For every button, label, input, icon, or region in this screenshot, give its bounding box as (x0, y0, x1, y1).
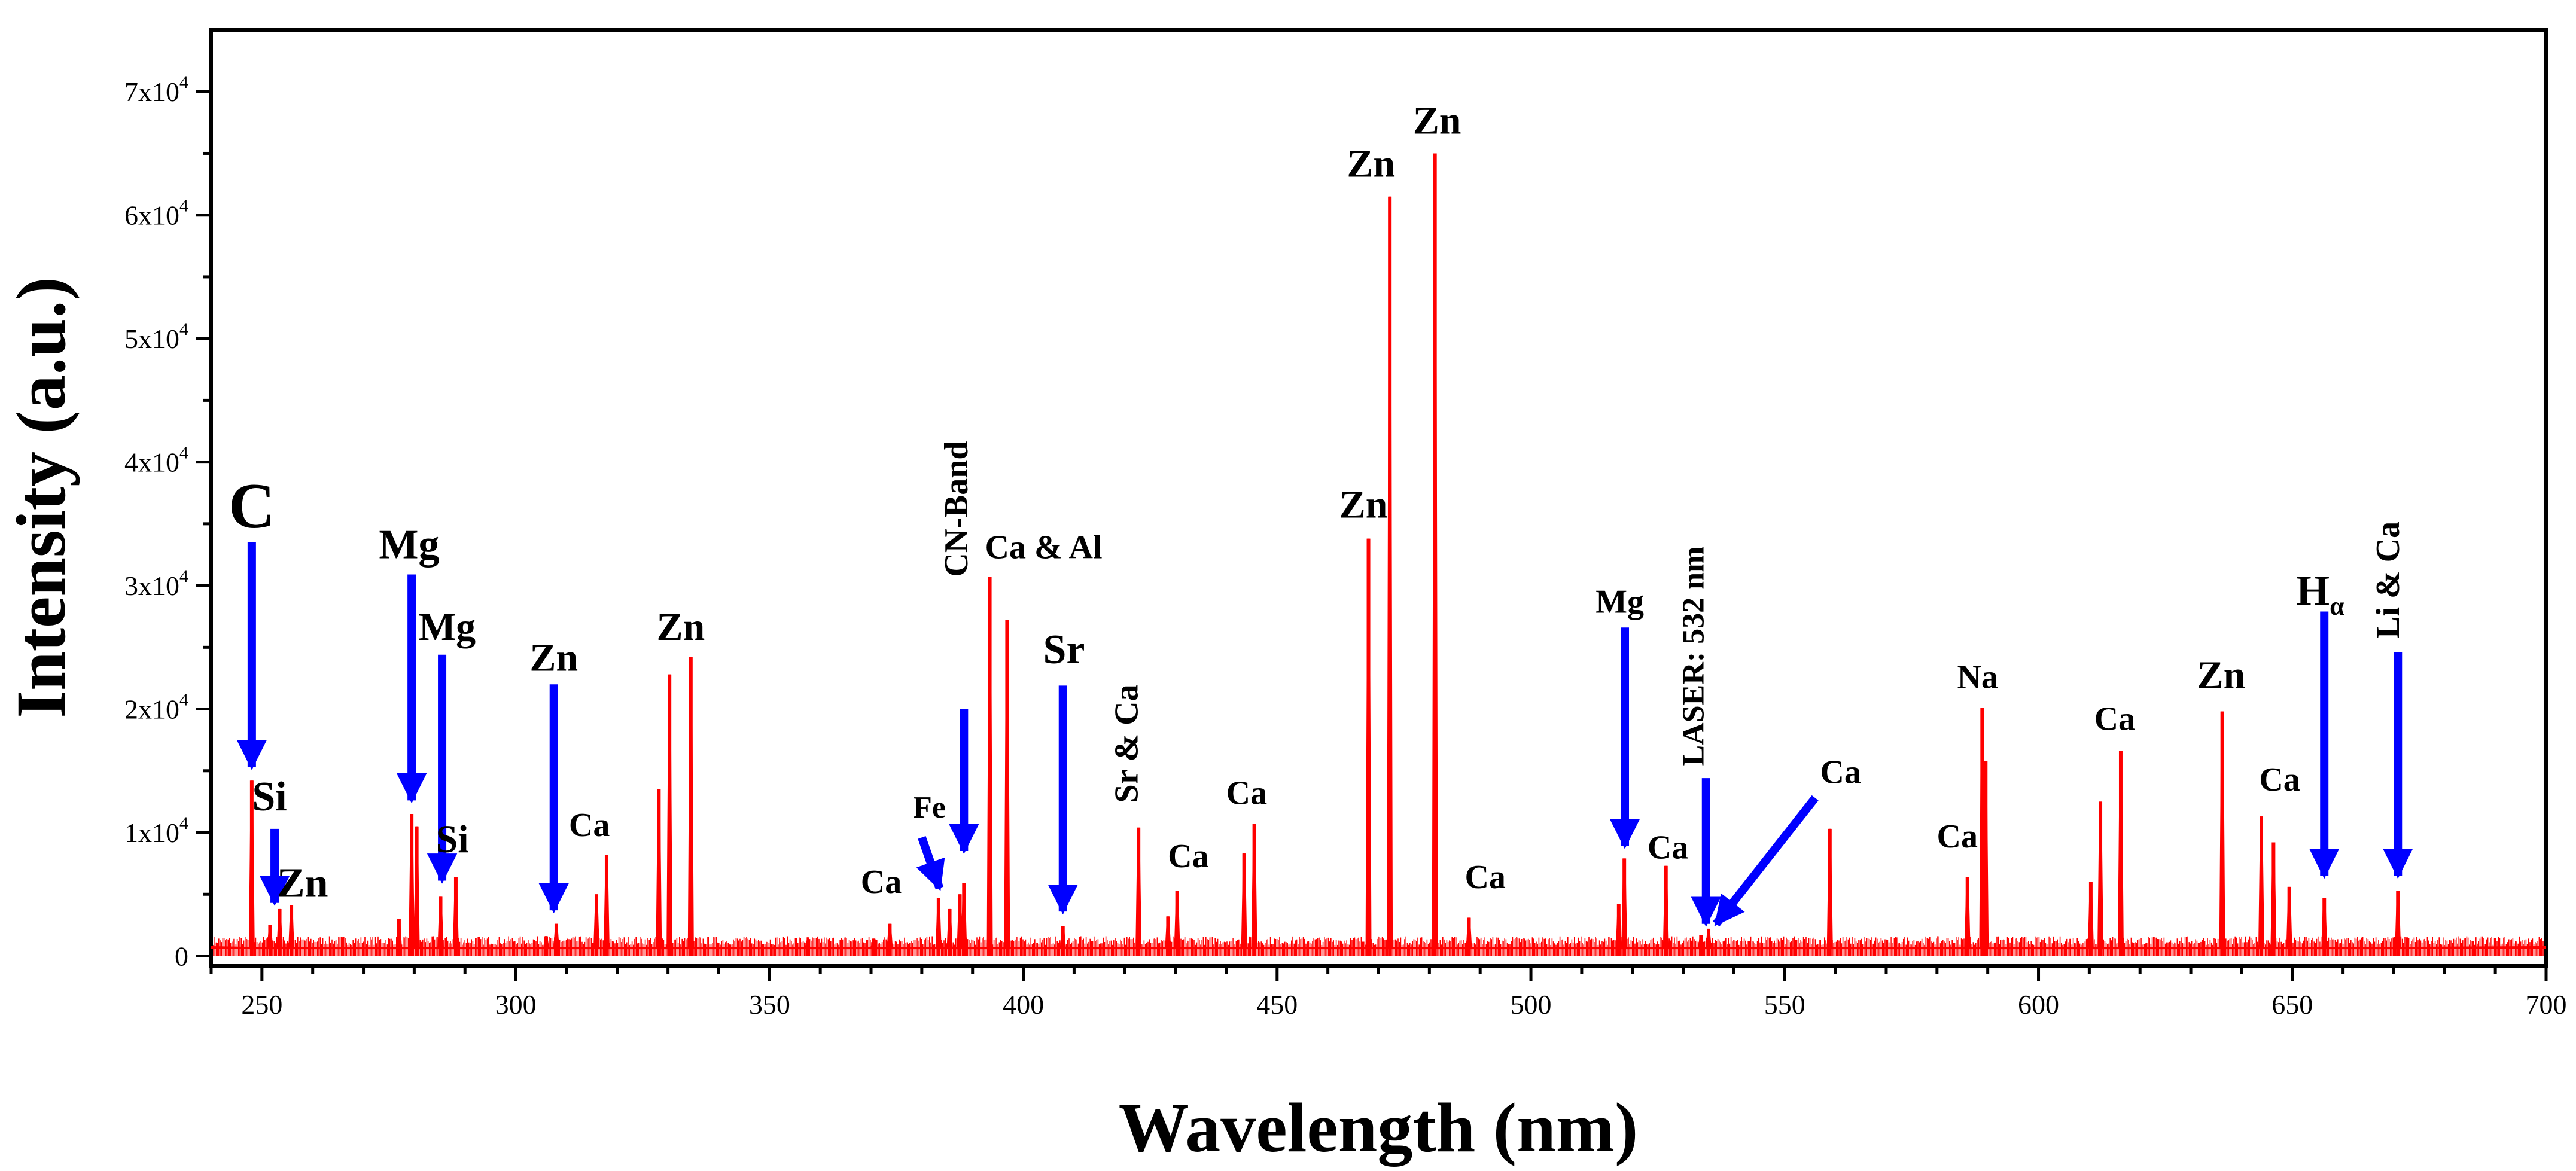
y-tick-exponent: 4 (179, 690, 188, 710)
y-tick-exponent: 4 (179, 443, 188, 463)
peak-label: Ca (1937, 818, 1978, 855)
x-tick-label: 300 (495, 989, 537, 1020)
peak-label: Si (252, 774, 287, 820)
peak-label: Zn (1413, 99, 1461, 142)
y-tick-exponent: 4 (179, 566, 188, 586)
y-tick-mantissa: 3x10 (124, 571, 179, 601)
rotated-label: Li & Ca (2370, 522, 2407, 639)
x-tick-label: 550 (1764, 989, 1805, 1020)
h-alpha-main: H (2296, 567, 2330, 615)
peak-label: Zn (656, 605, 705, 649)
peak-label: Zn (2197, 653, 2246, 697)
x-tick-label: 500 (1511, 989, 1552, 1020)
plot-area: C Si Zn Mg Mg Si Zn Ca Zn Ca Fe Ca & Al Sr Ca Ca Zn Zn Zn… (209, 28, 2548, 968)
y-tick-label: 1x104 (124, 813, 188, 848)
peak-label: Ca (1226, 775, 1267, 812)
peak-label: Zn (1339, 483, 1388, 527)
peak-label: Ca (2259, 761, 2300, 798)
peak-label: Ca (1648, 829, 1688, 866)
arrow-10 (1713, 795, 1819, 927)
peak-label: Mg (1595, 584, 1644, 621)
peak-label: Ca (2094, 701, 2135, 738)
x-tick-label: 400 (1003, 989, 1044, 1020)
x-tick-label: 450 (1256, 989, 1298, 1020)
y-tick-label: 6x104 (124, 196, 188, 231)
x-axis-title: Wavelength (nm) (1119, 1088, 1639, 1167)
y-tick-mantissa: 4x10 (124, 447, 179, 478)
x-tick-label: 650 (2271, 989, 2313, 1020)
peak-label: Mg (379, 522, 439, 568)
y-tick-mantissa: 6x10 (124, 200, 179, 231)
y-tick-mantissa: 7x10 (124, 77, 179, 107)
peak-label: Ca (569, 807, 610, 844)
h-alpha-label: Hα (2296, 567, 2344, 621)
arrow-5 (916, 835, 945, 891)
annotation-labels: C Si Zn Mg Mg Si Zn Ca Zn Ca Fe Ca & Al Sr Ca Ca Zn Zn Zn… (229, 99, 2407, 906)
peak-label: Fe (913, 791, 946, 825)
peak-label: Zn (529, 636, 578, 680)
y-tick-mantissa: 0 (175, 941, 188, 971)
peak-label: Sr (1043, 627, 1085, 673)
rotated-label: CN-Band (938, 441, 975, 577)
peak-label: Ca (861, 864, 902, 901)
y-tick-mantissa: 1x10 (124, 818, 179, 848)
y-axis-title: Intensity (a.u.) (2, 277, 80, 718)
peak-label: Si (436, 818, 469, 861)
rotated-label: LASER: 532 nm (1677, 547, 1711, 766)
peak-label: C (229, 471, 275, 542)
plot-frame (209, 28, 2548, 968)
y-tick-exponent: 4 (179, 72, 188, 92)
x-axis: 250 300 350 400 450 500 550 600 650 700 (209, 966, 2567, 1020)
y-tick-label: 0 (175, 941, 188, 971)
x-tick-label: 350 (749, 989, 790, 1020)
arrows-group (236, 542, 2413, 927)
x-tick-label: 700 (2526, 989, 2567, 1020)
y-tick-exponent: 4 (179, 196, 188, 216)
y-tick-mantissa: 2x10 (124, 694, 179, 725)
y-tick-label: 2x104 (124, 690, 188, 725)
y-tick-exponent: 4 (179, 813, 188, 833)
x-tick-label: 600 (2018, 989, 2059, 1020)
peak-label: Mg (419, 605, 476, 649)
y-tick-mantissa: 5x10 (124, 324, 179, 354)
peak-label: Ca (1464, 859, 1505, 896)
rotated-label: Sr & Ca (1108, 684, 1145, 803)
peak-label: Zn (1347, 142, 1395, 186)
peak-label: Zn (277, 860, 328, 906)
y-tick-label: 3x104 (124, 566, 188, 601)
y-tick-label: 7x104 (124, 72, 188, 107)
y-tick-label: 5x104 (124, 319, 188, 354)
h-alpha-sub: α (2330, 591, 2344, 621)
y-tick-exponent: 4 (179, 319, 188, 339)
peak-label: Ca & Al (985, 529, 1103, 566)
peak-label: Na (1957, 658, 1998, 696)
peak-label: Ca (1820, 754, 1861, 791)
y-tick-label: 4x104 (124, 443, 188, 478)
x-tick-label: 250 (241, 989, 282, 1020)
peaks-group (249, 153, 2400, 956)
peak-label: Ca (1168, 838, 1208, 875)
